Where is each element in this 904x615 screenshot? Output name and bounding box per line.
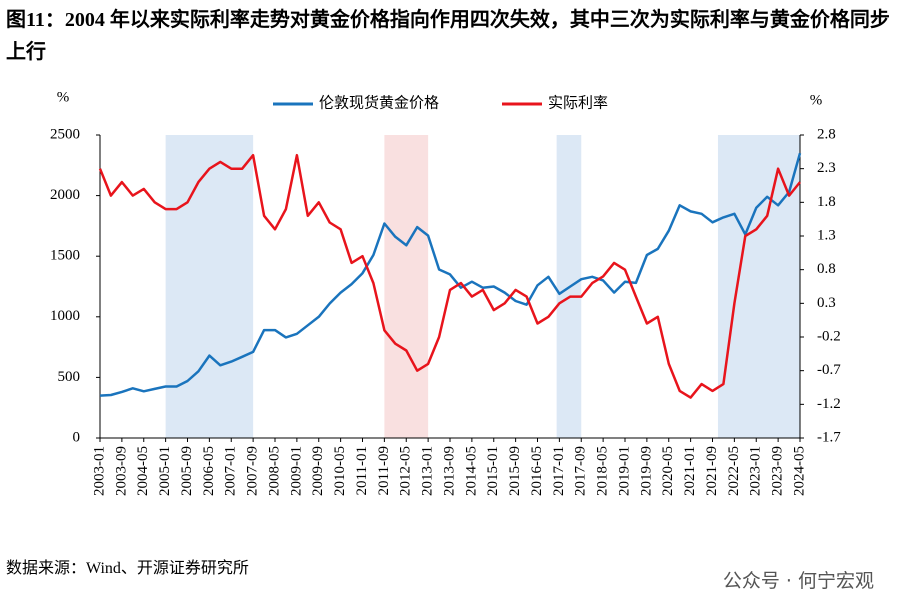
x-tick-label: 2023-09 — [770, 446, 786, 496]
x-tick-label: 2007-01 — [223, 446, 239, 496]
x-tick-label: 2021-01 — [682, 446, 698, 496]
y-unit: % — [57, 89, 70, 105]
x-tick-label: 2011-09 — [376, 446, 392, 495]
x-tick-label: 2009-01 — [288, 446, 304, 496]
y-tick-label: 2000 — [50, 187, 80, 203]
x-tick-label: 2004-05 — [135, 446, 151, 496]
series-line — [99, 152, 802, 397]
x-tick-label: 2017-09 — [573, 446, 589, 496]
x-tick-label: 2018-05 — [595, 446, 611, 496]
x-tick-label: 2019-09 — [638, 446, 654, 496]
x-tick-label: 2003-09 — [113, 446, 129, 496]
y2-tick-label: 1.3 — [817, 227, 836, 243]
x-tick-label: 2008-05 — [266, 446, 282, 496]
y-tick-label: 1000 — [50, 308, 80, 324]
y-tick-label: 0 — [73, 429, 81, 445]
x-tick-label: 2016-05 — [529, 446, 545, 496]
y-tick-label: 2500 — [50, 126, 80, 142]
shaded-period — [384, 135, 429, 438]
y2-tick-label: -0.7 — [817, 362, 841, 378]
x-tick-label: 2006-05 — [201, 446, 217, 496]
x-tick-label: 2005-01 — [157, 446, 173, 496]
watermark: 公众号 · 何宁宏观 — [722, 570, 874, 592]
legend-label: 实际利率 — [548, 94, 608, 111]
x-tick-label: 2023-01 — [748, 446, 764, 496]
y-tick-label: 1500 — [50, 248, 80, 264]
x-tick-label: 2017-01 — [551, 446, 567, 496]
x-tick-label: 2003-01 — [91, 446, 107, 496]
x-tick-label: 2015-01 — [485, 446, 501, 496]
y2-tick-label: 2.8 — [817, 126, 836, 142]
shaded-period — [165, 135, 254, 438]
x-tick-label: 2015-09 — [507, 446, 523, 496]
y2-tick-label: 2.3 — [817, 160, 836, 176]
x-tick-label: 2022-05 — [726, 446, 742, 496]
x-tick-label: 2014-05 — [463, 446, 479, 496]
y2-tick-label: -1.2 — [817, 396, 841, 412]
x-tick-label: 2007-09 — [245, 446, 261, 496]
x-tick-label: 2005-09 — [179, 446, 195, 496]
series-line — [98, 153, 801, 399]
x-tick-label: 2009-09 — [310, 446, 326, 496]
x-tick-label: 2010-05 — [332, 446, 348, 496]
y2-tick-label: 0.3 — [817, 295, 836, 311]
x-tick-label: 2020-05 — [660, 446, 676, 496]
x-tick-label: 2013-01 — [420, 446, 436, 496]
y2-unit: % — [810, 92, 823, 108]
y2-tick-label: 0.8 — [817, 261, 836, 277]
x-tick-label: 2024-05 — [791, 446, 807, 496]
y-tick-label: 500 — [58, 369, 81, 385]
x-tick-label: 2012-05 — [398, 446, 414, 496]
x-tick-label: 2013-09 — [441, 446, 457, 496]
y2-tick-label: -1.7 — [817, 429, 841, 445]
y2-tick-label: -0.2 — [817, 328, 841, 344]
legend-label: 伦敦现货黄金价格 — [319, 94, 439, 111]
chart-title: 图11：2004 年以来实际利率走势对黄金价格指向作用四次失效，其中三次为实际利… — [6, 9, 890, 63]
x-tick-label: 2021-09 — [704, 446, 720, 496]
shaded-period — [717, 135, 800, 438]
source-note: 数据来源：Wind、开源证券研究所 — [6, 560, 249, 577]
x-tick-label: 2011-01 — [354, 446, 370, 495]
x-tick-label: 2019-01 — [616, 446, 632, 496]
y2-tick-label: 1.8 — [817, 194, 836, 210]
